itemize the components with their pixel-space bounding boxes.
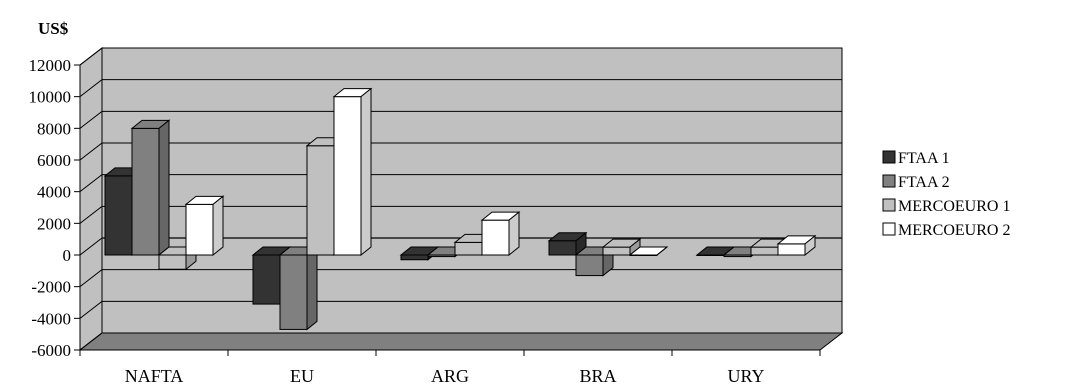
y-tick-label: -4000 [31,309,71,328]
gridline [79,174,842,193]
x-tick-labels: NAFTA EU ARG BRA URY [125,366,765,386]
legend-swatch [882,174,896,188]
y-tick-label: 8000 [37,119,71,138]
gridline [79,300,842,319]
legend-swatch [882,150,896,164]
x-tick-label: ARG [431,366,469,386]
y-tick-label: 12000 [29,56,72,75]
back-wall [101,47,843,334]
legend-swatch [882,198,896,212]
bar [628,246,669,256]
legend-label: FTAA 1 [898,150,950,167]
y-tick-labels: 12000 10000 8000 6000 4000 2000 0 -2000 -4000 -60… [29,56,72,360]
side-wall [79,46,103,352]
legend-swatch [882,222,896,236]
y-tick-label: 4000 [37,183,71,202]
y-tick-label: 10000 [29,88,72,107]
legend-label: MERCOEURO 1 [898,198,1010,215]
y-tick-label: 2000 [37,214,71,233]
gridline [79,332,842,351]
y-tick-label: -6000 [31,341,71,360]
legend-item: MERCOEURO 2 [882,222,1010,239]
bar [278,245,319,331]
y-tick-label: 0 [63,246,72,265]
bar [130,119,171,257]
legend: FTAA 1 FTAA 2 MERCOEURO 1 MERCOEURO 2 [882,150,1010,239]
legend-item: MERCOEURO 1 [882,198,1010,215]
plot-back-wall [79,46,843,352]
bar [776,234,817,257]
legend-item: FTAA 1 [882,150,950,167]
x-tick-label: URY [727,366,764,386]
gridline [79,79,842,98]
x-tick-label: EU [290,366,314,386]
gridline [79,110,842,129]
floor [78,332,844,351]
x-tick-label: BRA [579,366,616,386]
plot-floor [78,332,844,351]
y-tick-label: 6000 [37,151,71,170]
gridline [79,205,842,224]
legend-item: FTAA 2 [882,174,950,191]
bars [103,87,817,331]
bar [184,195,225,257]
y-axis-label: US$ [38,19,69,38]
y-tick-label: -2000 [31,278,71,297]
bar [332,87,373,257]
bar [480,211,521,257]
x-tick-label: NAFTA [125,366,184,386]
gridline [79,142,842,161]
legend-label: FTAA 2 [898,174,950,191]
gridline [79,47,842,66]
legend-label: MERCOEURO 2 [898,222,1010,239]
